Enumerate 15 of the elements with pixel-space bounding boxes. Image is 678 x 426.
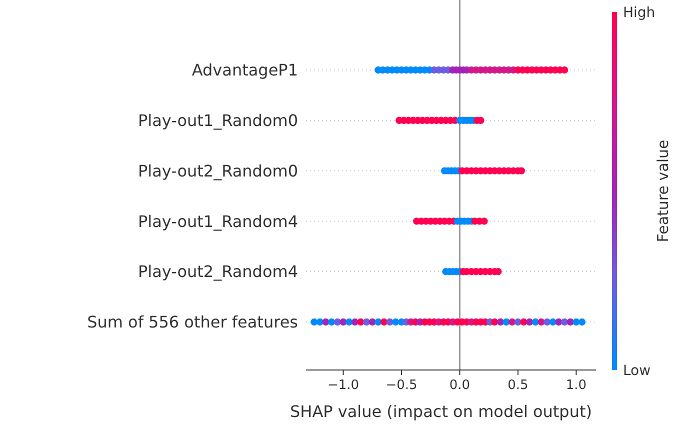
x-axis-title: SHAP value (impact on model output)	[290, 402, 592, 421]
x-tick-label: −0.5	[386, 378, 418, 393]
y-tick-label: Play-out1_Random0	[138, 111, 298, 130]
color-bar-label: High	[623, 4, 656, 21]
x-tick-label: 1.0	[566, 378, 587, 393]
y-tick-label: Play-out2_Random0	[138, 161, 298, 180]
x-tick-label: 0.0	[449, 378, 470, 393]
color-bar-label: Low	[623, 362, 651, 379]
y-tick-label: Play-out2_Random4	[138, 262, 298, 282]
y-tick-label: Play-out1_Random4	[138, 212, 298, 231]
y-tick-label: Sum of 556 other features	[87, 312, 298, 332]
x-tick-label: −1.0	[327, 378, 360, 393]
y-tick-label: AdvantageP1	[192, 60, 298, 80]
x-tick-label: 0.5	[508, 378, 528, 393]
color-bar-title: Feature value	[654, 140, 672, 242]
